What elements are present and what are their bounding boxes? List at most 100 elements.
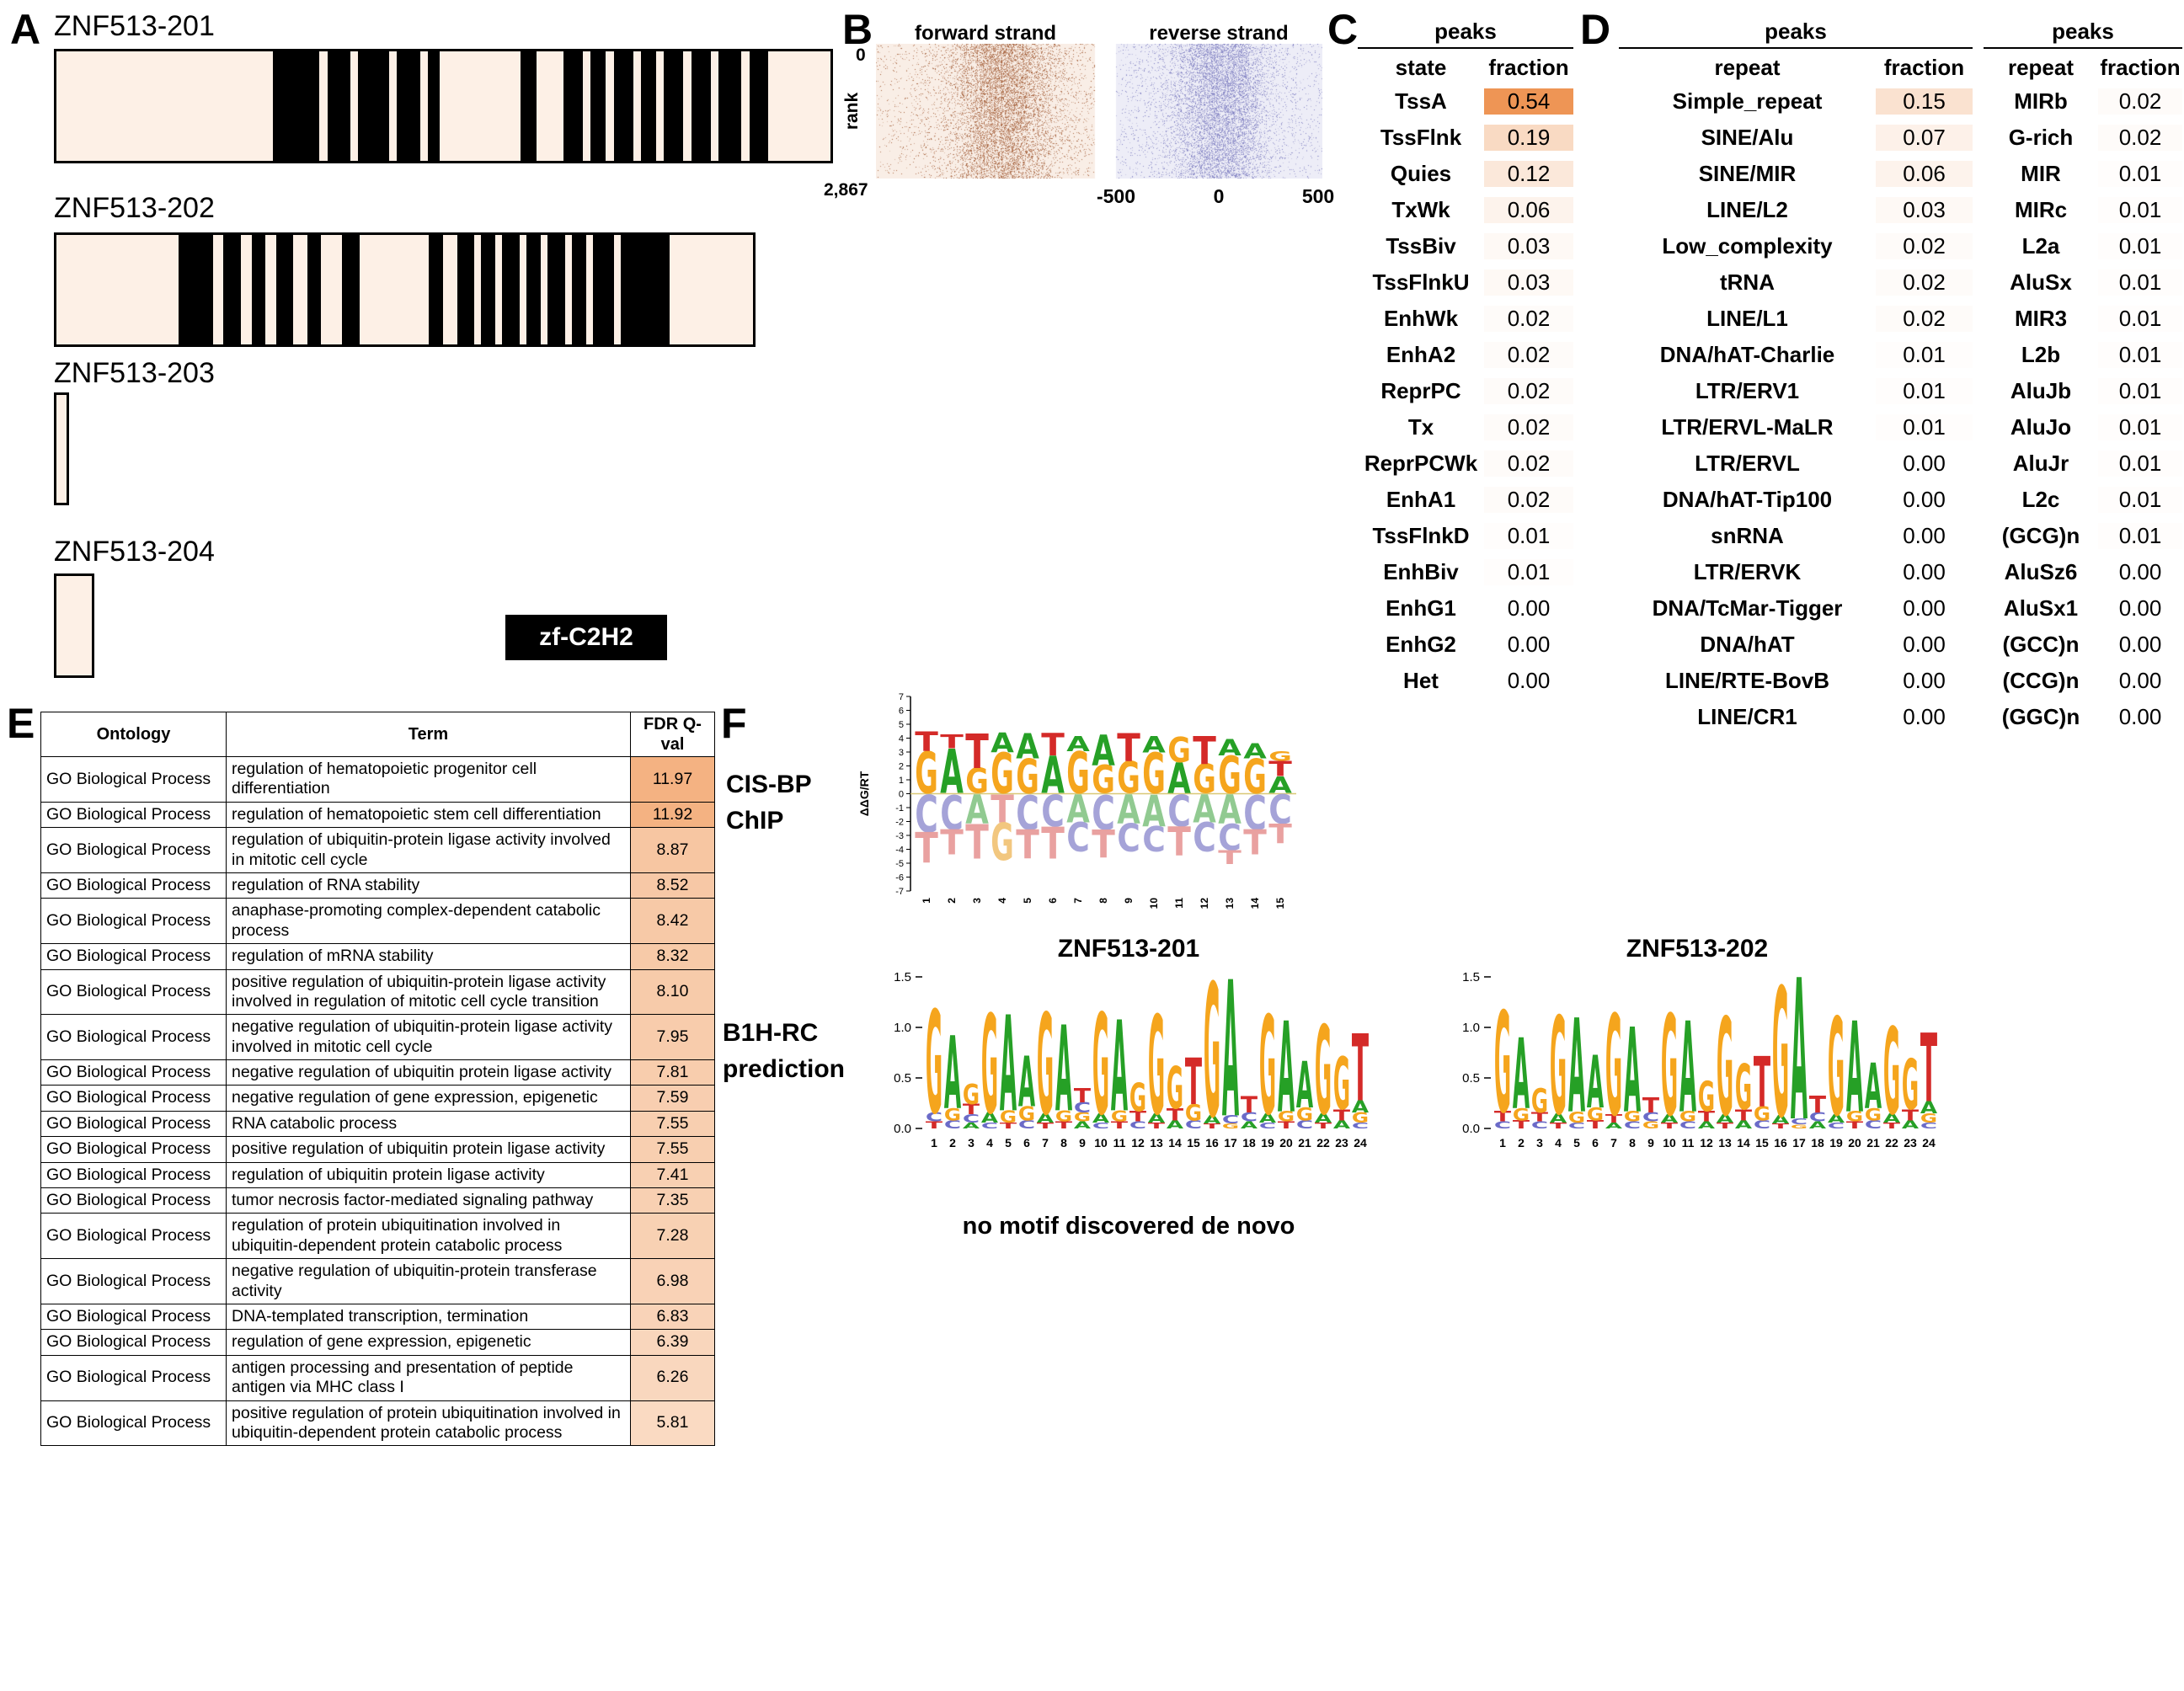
svg-text:A: A [1828, 1112, 1845, 1125]
row-fraction: 0.01 [2118, 233, 2162, 259]
svg-text:T: T [1698, 1108, 1715, 1124]
svg-text:19: 19 [1829, 1136, 1843, 1150]
table-row: ReprPC 0.02 [1358, 373, 1573, 409]
zf-domain-block [481, 235, 495, 344]
row-fraction: 0.01 [1903, 378, 1946, 403]
svg-text:A: A [1111, 995, 1128, 1139]
svg-text:G: G [1587, 1104, 1604, 1125]
svg-text:C: C [940, 786, 964, 840]
svg-text:A: A [965, 787, 989, 834]
row-label: LINE/RTE-BovB [1665, 668, 1829, 693]
svg-text:T: T [926, 1119, 942, 1130]
zf-domain-block [428, 51, 440, 161]
svg-text:A: A [1333, 1118, 1350, 1131]
svg-text:11: 11 [1173, 898, 1185, 909]
svg-text:T: T [1000, 1121, 1017, 1131]
row-fraction: 0.00 [1903, 704, 1946, 729]
svg-text:T: T [1717, 1121, 1733, 1131]
row-label: TssBiv [1386, 233, 1456, 259]
svg-text:A: A [1243, 739, 1267, 763]
svg-text:G: G [1698, 1073, 1715, 1122]
table-row: snRNA 0.00 [1619, 518, 1973, 554]
table-row: LTR/ERV1 0.01 [1619, 373, 1973, 409]
svg-text:G: G [1920, 1111, 1937, 1125]
row-label: MIRc [2014, 197, 2068, 222]
svg-text:G: G [1218, 745, 1242, 805]
svg-text:A: A [1315, 1111, 1332, 1125]
svg-text:T: T [1167, 1105, 1183, 1124]
zf-domain-block [502, 235, 520, 344]
cell-term: negative regulation of gene expression, … [226, 1085, 631, 1112]
svg-text:A: A [1193, 787, 1216, 831]
row-fraction: 0.01 [2118, 161, 2162, 186]
svg-text:A: A [1218, 787, 1242, 834]
svg-text:A: A [1605, 1121, 1622, 1131]
svg-text:T: T [1148, 1121, 1165, 1131]
svg-text:8: 8 [1629, 1136, 1636, 1150]
svg-text:T: T [1550, 1121, 1567, 1131]
row-fraction: 0.00 [1903, 487, 1946, 512]
svg-text:5: 5 [899, 720, 904, 730]
svg-text:A: A [1066, 732, 1090, 756]
svg-text:5: 5 [1005, 1136, 1012, 1150]
zf-domain-block [521, 51, 537, 161]
svg-text:1: 1 [1499, 1136, 1506, 1150]
table-row: GO Biological Process positive regulation… [40, 968, 715, 1016]
svg-text:G: G [1494, 984, 1511, 1145]
row-label: DNA/hAT-Charlie [1659, 342, 1835, 367]
svg-text:A: A [1624, 1004, 1641, 1139]
svg-text:G: G [1772, 967, 1789, 1157]
rank-axis-label: rank [842, 92, 862, 131]
zf-domain-block [664, 51, 684, 161]
table-row: GO Biological Process positive regulation… [40, 1136, 715, 1163]
table-row: Tx 0.02 [1358, 409, 1573, 445]
svg-text:C: C [1642, 1110, 1659, 1124]
table-row: Simple_repeat 0.15 [1619, 83, 1973, 120]
row-label: LINE/L1 [1706, 306, 1788, 331]
cell-fdr-qval: 7.55 [630, 1136, 715, 1163]
logo-title-znf513-201: ZNF513-201 [1057, 935, 1200, 963]
svg-text:3: 3 [1536, 1136, 1543, 1150]
row-label: L2a [2021, 233, 2060, 259]
row-fraction: 0.02 [1484, 306, 1573, 332]
svg-text:G: G [1148, 988, 1165, 1145]
row-fraction: 0.12 [1484, 161, 1573, 187]
svg-text:A: A [1167, 1118, 1183, 1131]
row-label: TxWk [1391, 197, 1450, 222]
svg-text:T: T [963, 1102, 980, 1118]
row-label: Tx [1407, 414, 1434, 440]
cell-fdr-qval: 6.26 [630, 1354, 715, 1401]
cell-term: antigen processing and presentation of p… [226, 1354, 631, 1401]
repeat-family-table: peaks repeat fraction Simple_repeat 0.15 S… [1619, 19, 1973, 735]
svg-text:11: 11 [1113, 1136, 1126, 1150]
svg-text:10: 10 [1663, 1136, 1676, 1150]
svg-text:T: T [1513, 1118, 1530, 1131]
svg-text:-2: -2 [895, 818, 904, 828]
row-fraction: 0.01 [2118, 378, 2162, 403]
strand-heatmap [876, 44, 1322, 179]
cell-ontology: GO Biological Process [40, 1161, 227, 1189]
zf-domain-block [640, 51, 657, 161]
svg-text:19: 19 [1261, 1136, 1274, 1150]
table-row: Het 0.00 [1358, 663, 1573, 699]
svg-text:C: C [1679, 1119, 1696, 1130]
svg-text:A: A [1092, 1111, 1109, 1125]
svg-text:G: G [991, 742, 1014, 806]
svg-text:T: T [1883, 1121, 1900, 1131]
table-row: GO Biological Process negative regulation… [40, 1085, 715, 1112]
cell-fdr-qval: 7.81 [630, 1059, 715, 1086]
svg-text:T: T [1111, 1119, 1128, 1130]
row-label: TssFlnk [1380, 125, 1462, 150]
svg-text:7: 7 [1610, 1136, 1617, 1150]
svg-text:T: T [1218, 846, 1242, 868]
cell-ontology: GO Biological Process [40, 1136, 227, 1163]
svg-text:G: G [1016, 749, 1039, 804]
table-row: AluJr 0.01 [1984, 445, 2182, 482]
svg-text:T: T [1531, 1110, 1548, 1124]
zf-domain-block [307, 235, 322, 344]
row-fraction: 0.00 [2118, 559, 2162, 584]
go-enrichment-table: Ontology Term FDR Q-val GO Biological Pr… [40, 712, 715, 1447]
svg-text:A: A [1000, 988, 1017, 1141]
svg-text:0: 0 [899, 790, 904, 800]
row-fraction: 0.02 [2098, 88, 2182, 115]
